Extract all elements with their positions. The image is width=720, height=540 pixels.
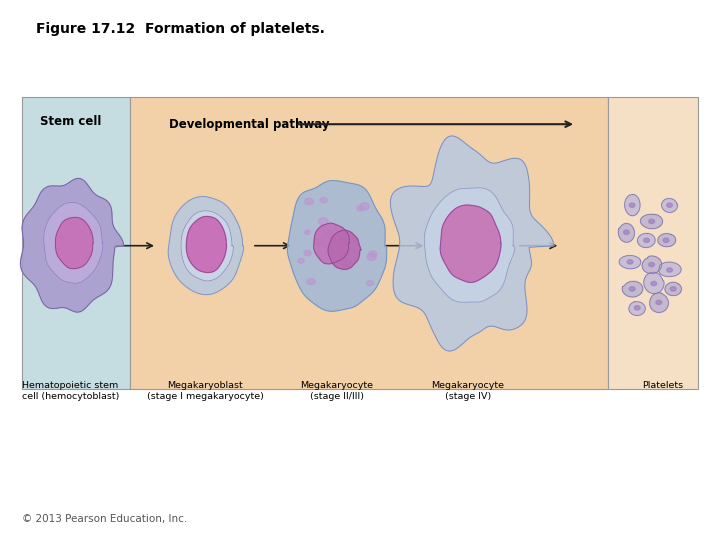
Polygon shape xyxy=(55,217,93,269)
Polygon shape xyxy=(20,178,124,312)
Polygon shape xyxy=(644,272,664,294)
Circle shape xyxy=(357,206,364,211)
Text: Platelets: Platelets xyxy=(642,381,683,390)
Circle shape xyxy=(656,300,662,305)
Polygon shape xyxy=(168,197,243,295)
Circle shape xyxy=(367,253,377,260)
Circle shape xyxy=(627,260,633,264)
Circle shape xyxy=(649,262,654,267)
Polygon shape xyxy=(618,224,634,242)
Polygon shape xyxy=(665,282,681,295)
Polygon shape xyxy=(314,223,349,264)
Polygon shape xyxy=(186,217,227,273)
Circle shape xyxy=(343,264,348,268)
Polygon shape xyxy=(44,202,103,284)
Polygon shape xyxy=(640,214,662,229)
Text: Megakaryocyte
(stage II/III): Megakaryocyte (stage II/III) xyxy=(300,381,374,401)
Circle shape xyxy=(629,203,635,207)
Circle shape xyxy=(629,287,635,291)
Circle shape xyxy=(305,198,313,205)
Polygon shape xyxy=(622,281,643,297)
Circle shape xyxy=(305,230,310,234)
Polygon shape xyxy=(424,188,515,302)
Circle shape xyxy=(644,238,649,242)
Polygon shape xyxy=(625,194,640,216)
Circle shape xyxy=(667,203,672,207)
Polygon shape xyxy=(637,233,655,247)
Polygon shape xyxy=(658,234,675,247)
Polygon shape xyxy=(328,230,361,269)
Circle shape xyxy=(667,268,672,272)
Text: Megakaryoblast
(stage I megakaryocyte): Megakaryoblast (stage I megakaryocyte) xyxy=(147,381,264,401)
Bar xyxy=(608,97,698,389)
Polygon shape xyxy=(619,255,641,269)
Text: © 2013 Pearson Education, Inc.: © 2013 Pearson Education, Inc. xyxy=(22,514,187,524)
Circle shape xyxy=(369,251,377,257)
Bar xyxy=(22,97,130,389)
Text: Figure 17.12  Formation of platelets.: Figure 17.12 Formation of platelets. xyxy=(36,22,325,36)
Polygon shape xyxy=(642,256,662,274)
Polygon shape xyxy=(649,293,668,313)
Text: Stem cell: Stem cell xyxy=(40,115,102,128)
Polygon shape xyxy=(659,262,681,276)
Circle shape xyxy=(663,238,669,242)
Circle shape xyxy=(314,239,324,246)
Circle shape xyxy=(321,241,329,247)
Circle shape xyxy=(319,218,328,225)
Circle shape xyxy=(341,259,351,266)
Circle shape xyxy=(307,279,315,285)
Circle shape xyxy=(670,287,676,291)
Circle shape xyxy=(366,281,374,286)
Polygon shape xyxy=(287,180,387,311)
Circle shape xyxy=(360,203,369,210)
Polygon shape xyxy=(662,199,678,212)
Circle shape xyxy=(352,237,359,241)
Circle shape xyxy=(298,258,305,263)
Circle shape xyxy=(649,219,654,224)
Circle shape xyxy=(325,231,335,238)
Circle shape xyxy=(624,230,629,234)
Polygon shape xyxy=(181,211,233,281)
Text: Developmental pathway: Developmental pathway xyxy=(169,118,330,131)
Circle shape xyxy=(634,306,640,310)
Circle shape xyxy=(320,198,328,203)
Text: Megakaryocyte
(stage IV): Megakaryocyte (stage IV) xyxy=(431,381,505,401)
Bar xyxy=(130,97,608,389)
Polygon shape xyxy=(390,136,554,351)
Polygon shape xyxy=(440,205,501,282)
Circle shape xyxy=(304,251,311,256)
Circle shape xyxy=(651,281,657,286)
Polygon shape xyxy=(629,302,645,315)
Text: Hematopoietic stem
cell (hemocytoblast): Hematopoietic stem cell (hemocytoblast) xyxy=(22,381,120,401)
